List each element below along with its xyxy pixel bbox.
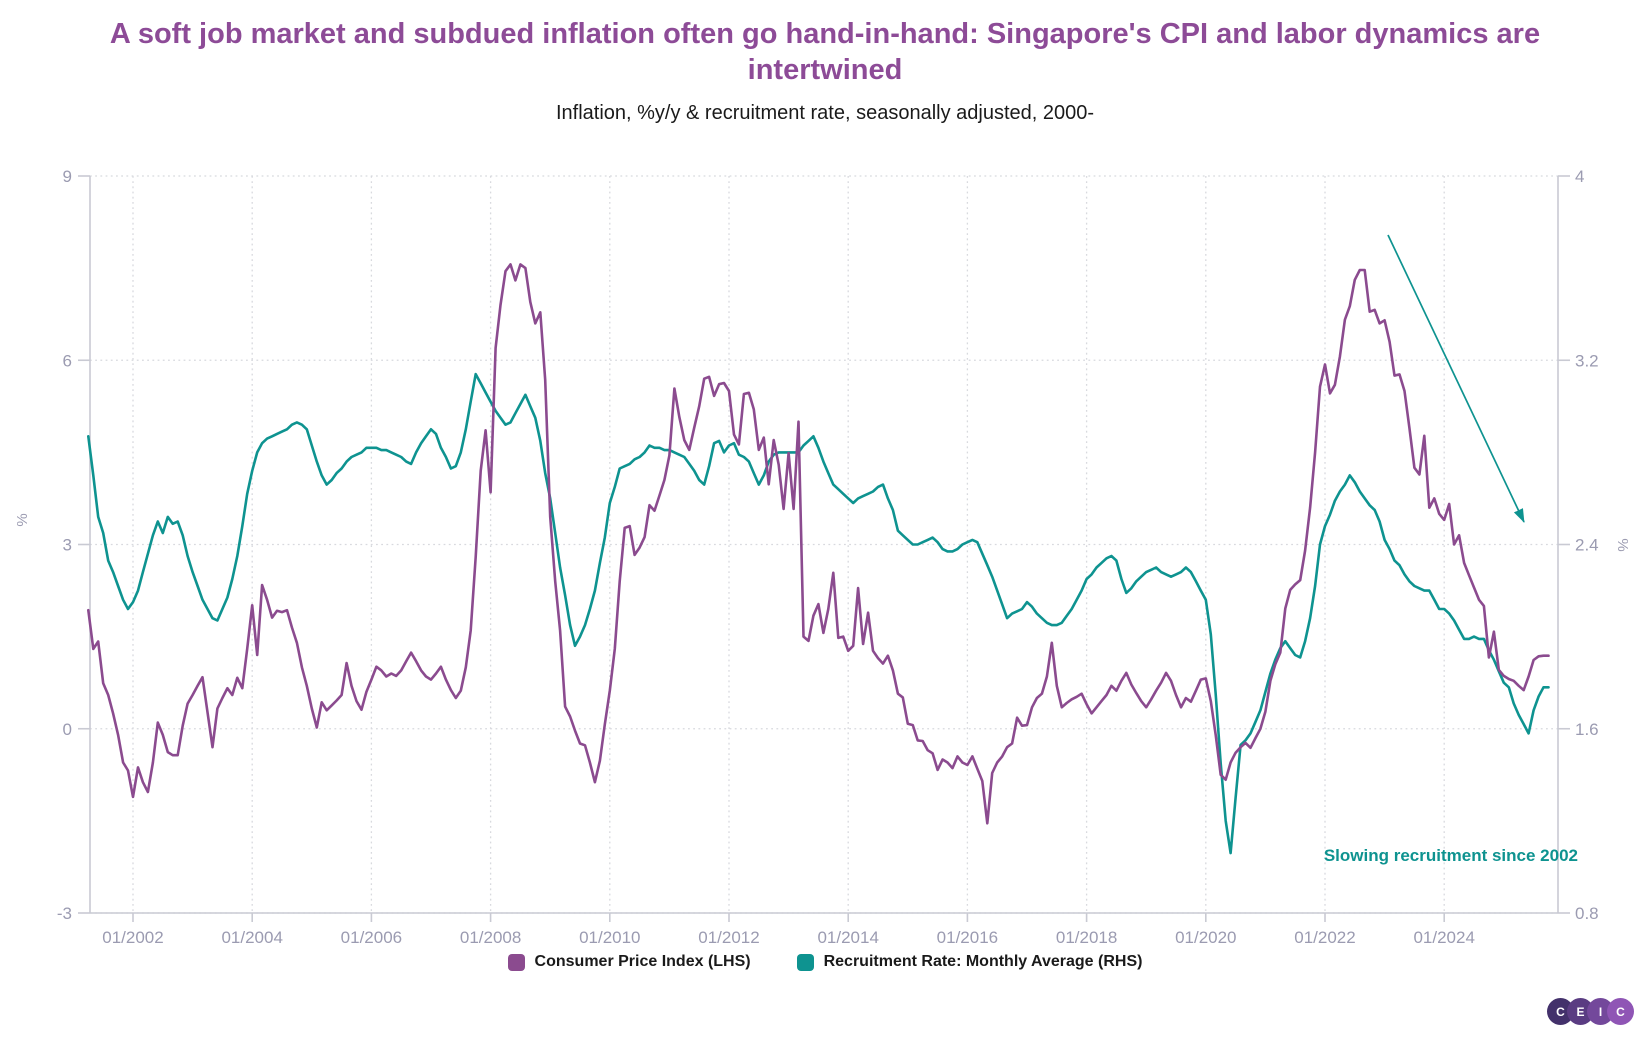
axis-tick-label: 1.6 [1575,720,1599,739]
axis-tick-label: 3 [63,536,72,555]
legend-item-cpi[interactable]: Consumer Price Index (LHS) [507,953,751,971]
recruitment-rate-line [87,372,1550,855]
axis-tick-label: 6 [63,351,72,370]
cpi-line [87,263,1550,825]
axis-tick-label: 0.8 [1575,904,1599,923]
axis-tick-label: 4 [1575,167,1584,186]
axis-tick-label: 0 [63,720,72,739]
axis-tick-label: 01/2024 [1413,928,1474,947]
axis-tick-label: 01/2006 [341,928,402,947]
ceic-logo: C E I C [1547,998,1634,1025]
axis-tick-label: 01/2008 [460,928,521,947]
cpi-swatch-icon [507,953,525,971]
ceic-logo-letter: C [1607,998,1634,1025]
chart-title: A soft job market and subdued inflation … [0,16,1650,88]
slowing-recruitment-arrow [1387,234,1525,523]
legend-item-recruitment[interactable]: Recruitment Rate: Monthly Average (RHS) [796,953,1143,971]
axis-tick-label: 3.2 [1575,351,1599,370]
axis-tick-label: 01/2002 [102,928,163,947]
axis-tick-label: 01/2018 [1056,928,1117,947]
axis-tick-label: 9 [63,167,72,186]
axis-tick-label: 01/2010 [579,928,640,947]
legend-label-recruitment: Recruitment Rate: Monthly Average (RHS) [823,953,1143,970]
axis-tick-label: -3 [57,904,72,923]
axis-tick-label: 01/2016 [937,928,998,947]
axis-tick-label: 01/2014 [817,928,878,947]
axis-tick-label: 2.4 [1575,536,1599,555]
chart-title-text: A soft job market and subdued inflation … [109,18,1541,86]
recruitment-swatch-icon [796,953,814,971]
axis-tick-label: 01/2012 [698,928,759,947]
annotation-text: Slowing recruitment since 2002 [1324,846,1578,865]
right-axis-title: % [1614,538,1631,551]
axis-tick-label: 01/2004 [221,928,282,947]
axis-tick-label: 01/2020 [1175,928,1236,947]
legend: Consumer Price Index (LHS) Recruitment R… [0,953,1650,971]
left-axis-title: % [14,513,31,526]
legend-label-cpi: Consumer Price Index (LHS) [534,953,751,970]
chart-subtitle: Inflation, %y/y & recruitment rate, seas… [555,102,1095,124]
axis-tick-label: 01/2022 [1294,928,1355,947]
